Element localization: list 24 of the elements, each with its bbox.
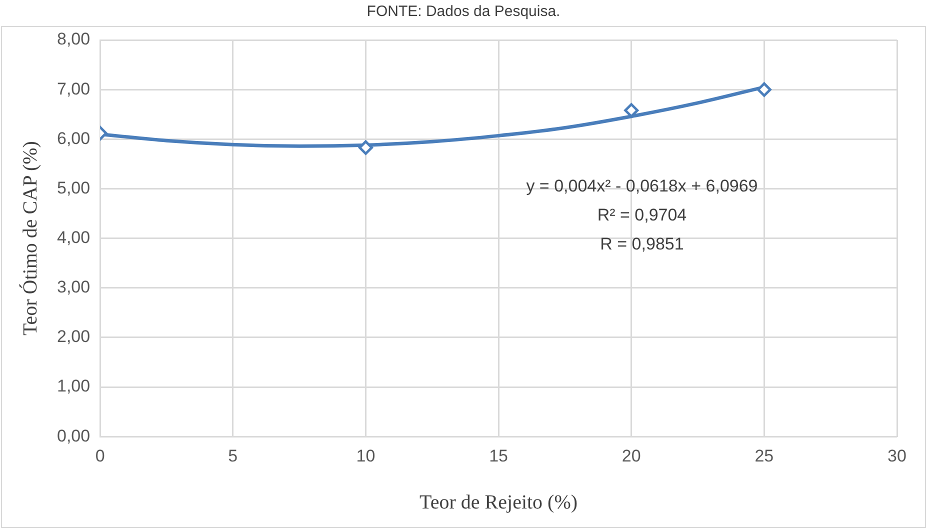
y-axis-title: Teor Ótimo de CAP (%) bbox=[18, 141, 42, 336]
x-axis-title: Teor de Rejeito (%) bbox=[420, 491, 578, 514]
x-tick-label: 20 bbox=[622, 446, 641, 466]
source-note: FONTE: Dados da Pesquisa. bbox=[366, 3, 560, 20]
y-tick-label: 4,00 bbox=[56, 228, 90, 247]
y-tick-label: 1,00 bbox=[56, 376, 90, 396]
point bbox=[624, 103, 639, 118]
y-tick-label: 8,00 bbox=[56, 30, 90, 49]
x-tick-label: 5 bbox=[228, 446, 238, 466]
y-tick-label: 7,00 bbox=[56, 79, 90, 98]
y-tick-label: 2,00 bbox=[56, 327, 90, 346]
x-tick-label: 0 bbox=[95, 446, 105, 466]
x-tick-label: 15 bbox=[489, 446, 508, 466]
point bbox=[756, 82, 772, 97]
y-tick-label: 3,00 bbox=[56, 278, 90, 297]
x-tick-label: 25 bbox=[754, 446, 774, 466]
x-tick-label: 10 bbox=[356, 446, 376, 466]
annotation: R² = 0,9704 bbox=[597, 205, 687, 224]
x-tick-label: 30 bbox=[888, 446, 906, 466]
y-tick-label: 5,00 bbox=[56, 178, 90, 198]
annotation: y = 0,004x² - 0,0618x + 6,0969 bbox=[526, 176, 758, 196]
annotation: R = 0,9851 bbox=[600, 234, 684, 254]
y-tick-label: 0,00 bbox=[56, 426, 90, 446]
y-tick-label: 6,00 bbox=[56, 128, 90, 148]
